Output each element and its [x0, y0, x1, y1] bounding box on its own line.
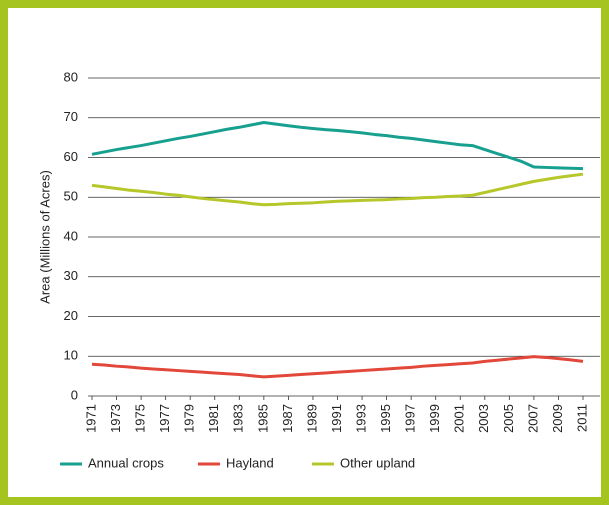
x-tick-label: 1987	[280, 404, 295, 433]
x-tick-label: 1975	[133, 404, 148, 433]
y-tick-label: 80	[64, 69, 78, 84]
line	[91, 172, 584, 207]
y-tick-label: 20	[64, 308, 78, 323]
x-tick-label: 1979	[182, 404, 197, 433]
x-tick-label: 1991	[329, 404, 344, 433]
x-tick-label: 2009	[550, 404, 565, 433]
legend-label: Annual crops	[88, 455, 164, 470]
legend-label: Hayland	[226, 455, 274, 470]
x-tick-label: 2005	[501, 404, 516, 433]
x-tick-label: 1977	[157, 404, 172, 433]
y-tick-label: 10	[64, 348, 78, 363]
x-tick-label: 1993	[353, 404, 368, 433]
x-tick-label: 2011	[574, 404, 589, 432]
y-tick-label: 0	[71, 387, 78, 402]
x-tick-label: 1997	[403, 404, 418, 433]
x-tick-label: 1995	[378, 404, 393, 433]
line	[91, 355, 584, 379]
x-tick-label: 2007	[525, 404, 540, 433]
legend-label: Other upland	[340, 455, 415, 470]
y-tick-label: 60	[64, 149, 78, 164]
y-tick-label: 70	[64, 109, 78, 124]
x-tick-label: 2001	[452, 404, 467, 433]
line	[91, 121, 584, 171]
x-tick-label: 1973	[108, 404, 123, 433]
y-tick-label: 30	[64, 268, 78, 283]
y-tick-label: 40	[64, 228, 78, 243]
x-tick-label: 1971	[83, 404, 98, 433]
x-tick-label: 1999	[427, 404, 442, 433]
y-axis-label: Area (Millions of Acres)	[37, 170, 52, 304]
x-tick-label: 1985	[255, 404, 270, 433]
x-tick-label: 1989	[304, 404, 319, 433]
x-tick-label: 2003	[476, 404, 491, 433]
y-tick-label: 50	[64, 189, 78, 204]
x-tick-label: 1981	[206, 404, 221, 433]
x-tick-label: 1983	[231, 404, 246, 433]
